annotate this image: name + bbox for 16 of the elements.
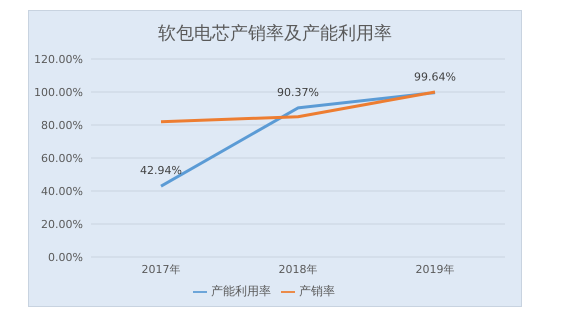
y-tick-label: 100.00% <box>34 86 83 99</box>
data-label: 90.37% <box>277 86 319 99</box>
y-tick-label: 120.00% <box>34 52 83 66</box>
data-label: 42.94% <box>140 164 182 178</box>
y-tick-label: 40.00% <box>41 184 83 198</box>
x-tick-label: 2017年 <box>142 262 180 276</box>
y-tick-label: 80.00% <box>41 118 83 132</box>
x-tick-label: 2019年 <box>416 262 454 276</box>
chart-title: 软包电芯产销率及产能利用率 <box>157 22 393 46</box>
legend-label: 产能利用率 <box>211 284 271 298</box>
y-tick-label: 0.00% <box>48 250 83 264</box>
y-tick-label: 60.00% <box>41 152 83 165</box>
x-tick-label: 2018年 <box>278 262 318 276</box>
legend-label: 产销率 <box>299 284 335 298</box>
data-label: 99.64% <box>414 70 456 84</box>
y-tick-label: 20.00% <box>41 218 83 231</box>
